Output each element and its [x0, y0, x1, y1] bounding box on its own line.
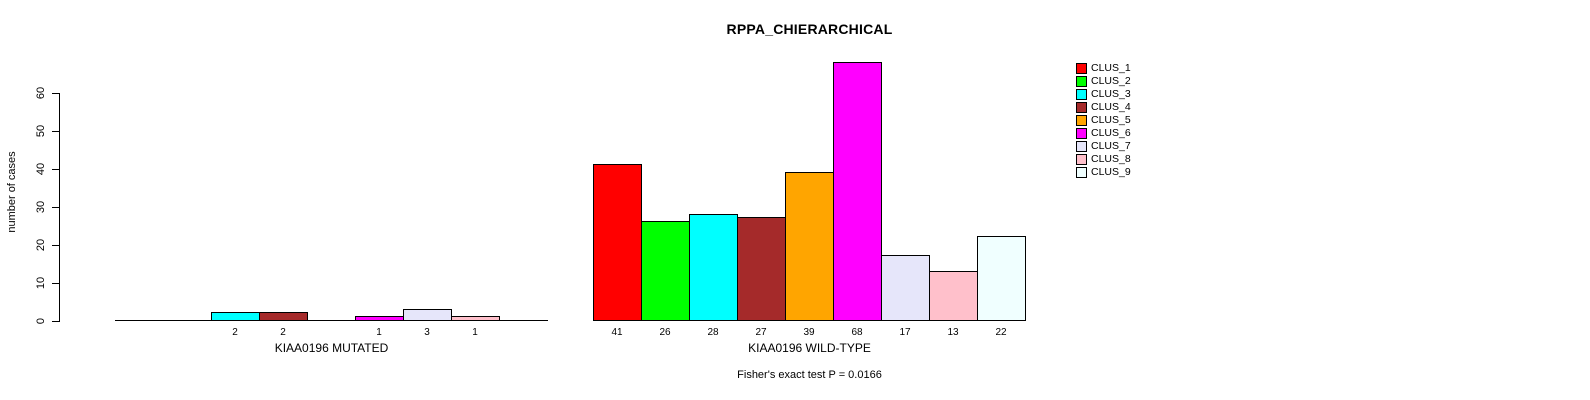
y-tick — [52, 169, 59, 170]
y-axis-line — [59, 93, 60, 322]
legend-label: CLUS_6 — [1091, 127, 1131, 139]
legend-label: CLUS_8 — [1091, 153, 1131, 165]
bar-clus_7 — [403, 309, 452, 321]
y-tick — [52, 283, 59, 284]
legend-item: CLUS_7 — [1076, 140, 1131, 153]
fisher-test-annotation: Fisher's exact test P = 0.0166 — [737, 369, 882, 381]
x-axis-label-mutated: KIAA0196 MUTATED — [274, 341, 389, 355]
legend: CLUS_1 CLUS_2 CLUS_3 CLUS_4 CLUS_5 CLUS_6 CLUS… — [1076, 62, 1131, 179]
legend-item: CLUS_1 — [1076, 62, 1131, 75]
y-tick-label: 60 — [35, 86, 47, 100]
bar-clus_1 — [593, 164, 642, 321]
bar-group-mutated — [115, 0, 548, 321]
legend-swatch-clus_6 — [1076, 128, 1087, 139]
bar-value-label: 28 — [707, 327, 719, 338]
bar-clus_3 — [211, 312, 260, 321]
bar-clus_5 — [785, 172, 834, 321]
y-tick-label: 0 — [35, 317, 47, 325]
legend-label: CLUS_7 — [1091, 140, 1131, 152]
legend-swatch-clus_3 — [1076, 89, 1087, 100]
y-tick-label: 40 — [35, 162, 47, 176]
legend-swatch-clus_1 — [1076, 63, 1087, 74]
legend-item: CLUS_5 — [1076, 114, 1131, 127]
bar-value-label: 17 — [899, 327, 911, 338]
legend-item: CLUS_6 — [1076, 127, 1131, 140]
bar-clus_9 — [499, 320, 548, 321]
x-axis-label-wild-type: KIAA0196 WILD-TYPE — [748, 341, 871, 355]
bar-clus_4 — [259, 312, 308, 321]
bar-value-label: 26 — [659, 327, 671, 338]
bar-value-label: 41 — [611, 327, 623, 338]
y-tick — [52, 207, 59, 208]
bar-clus_5 — [307, 320, 356, 321]
legend-item: CLUS_8 — [1076, 153, 1131, 166]
y-tick — [52, 131, 59, 132]
legend-label: CLUS_9 — [1091, 166, 1131, 178]
legend-item: CLUS_4 — [1076, 101, 1131, 114]
legend-swatch-clus_4 — [1076, 102, 1087, 113]
bar-clus_1 — [115, 320, 164, 321]
bar-clus_9 — [977, 236, 1026, 321]
y-tick-label: 30 — [35, 200, 47, 214]
bar-value-label: 1 — [376, 327, 382, 338]
legend-item: CLUS_3 — [1076, 88, 1131, 101]
bar-clus_3 — [689, 214, 738, 321]
legend-swatch-clus_8 — [1076, 154, 1087, 165]
bar-clus_8 — [929, 271, 978, 321]
bar-clus_6 — [833, 62, 882, 321]
bar-clus_6 — [355, 316, 404, 321]
bar-value-labels-wild-type: 41 26 28 27 39 68 17 13 22 — [593, 327, 1026, 339]
legend-label: CLUS_3 — [1091, 88, 1131, 100]
bar-value-label: 22 — [995, 327, 1007, 338]
legend-label: CLUS_2 — [1091, 75, 1131, 87]
legend-swatch-clus_7 — [1076, 141, 1087, 152]
bar-value-label: 2 — [232, 327, 238, 338]
y-tick — [52, 245, 59, 246]
legend-label: CLUS_1 — [1091, 62, 1131, 74]
bar-clus_7 — [881, 255, 930, 321]
bar-clus_8 — [451, 316, 500, 321]
y-tick-label: 50 — [35, 124, 47, 138]
bar-value-label: 13 — [947, 327, 959, 338]
y-tick — [52, 321, 59, 322]
bar-value-label: 3 — [424, 327, 430, 338]
bar-value-labels-mutated: 2 2 1 3 1 — [115, 327, 548, 339]
chart-title: RPPA_CHIERARCHICAL — [726, 21, 893, 37]
legend-label: CLUS_4 — [1091, 101, 1131, 113]
legend-swatch-clus_2 — [1076, 76, 1087, 87]
y-tick — [52, 93, 59, 94]
bar-value-label: 39 — [803, 327, 815, 338]
legend-swatch-clus_5 — [1076, 115, 1087, 126]
bar-clus_4 — [737, 217, 786, 321]
bar-clus_2 — [641, 221, 690, 321]
legend-label: CLUS_5 — [1091, 114, 1131, 126]
legend-item: CLUS_9 — [1076, 166, 1131, 179]
legend-swatch-clus_9 — [1076, 167, 1087, 178]
y-tick-label: 20 — [35, 238, 47, 252]
bar-group-wild-type — [593, 0, 1026, 321]
bar-value-label: 2 — [280, 327, 286, 338]
legend-item: CLUS_2 — [1076, 75, 1131, 88]
bar-value-label: 68 — [851, 327, 863, 338]
bar-value-label: 1 — [472, 327, 478, 338]
bar-clus_2 — [163, 320, 212, 321]
bar-value-label: 27 — [755, 327, 767, 338]
y-tick-label: 10 — [35, 276, 47, 290]
y-axis-label: number of cases — [6, 151, 18, 233]
